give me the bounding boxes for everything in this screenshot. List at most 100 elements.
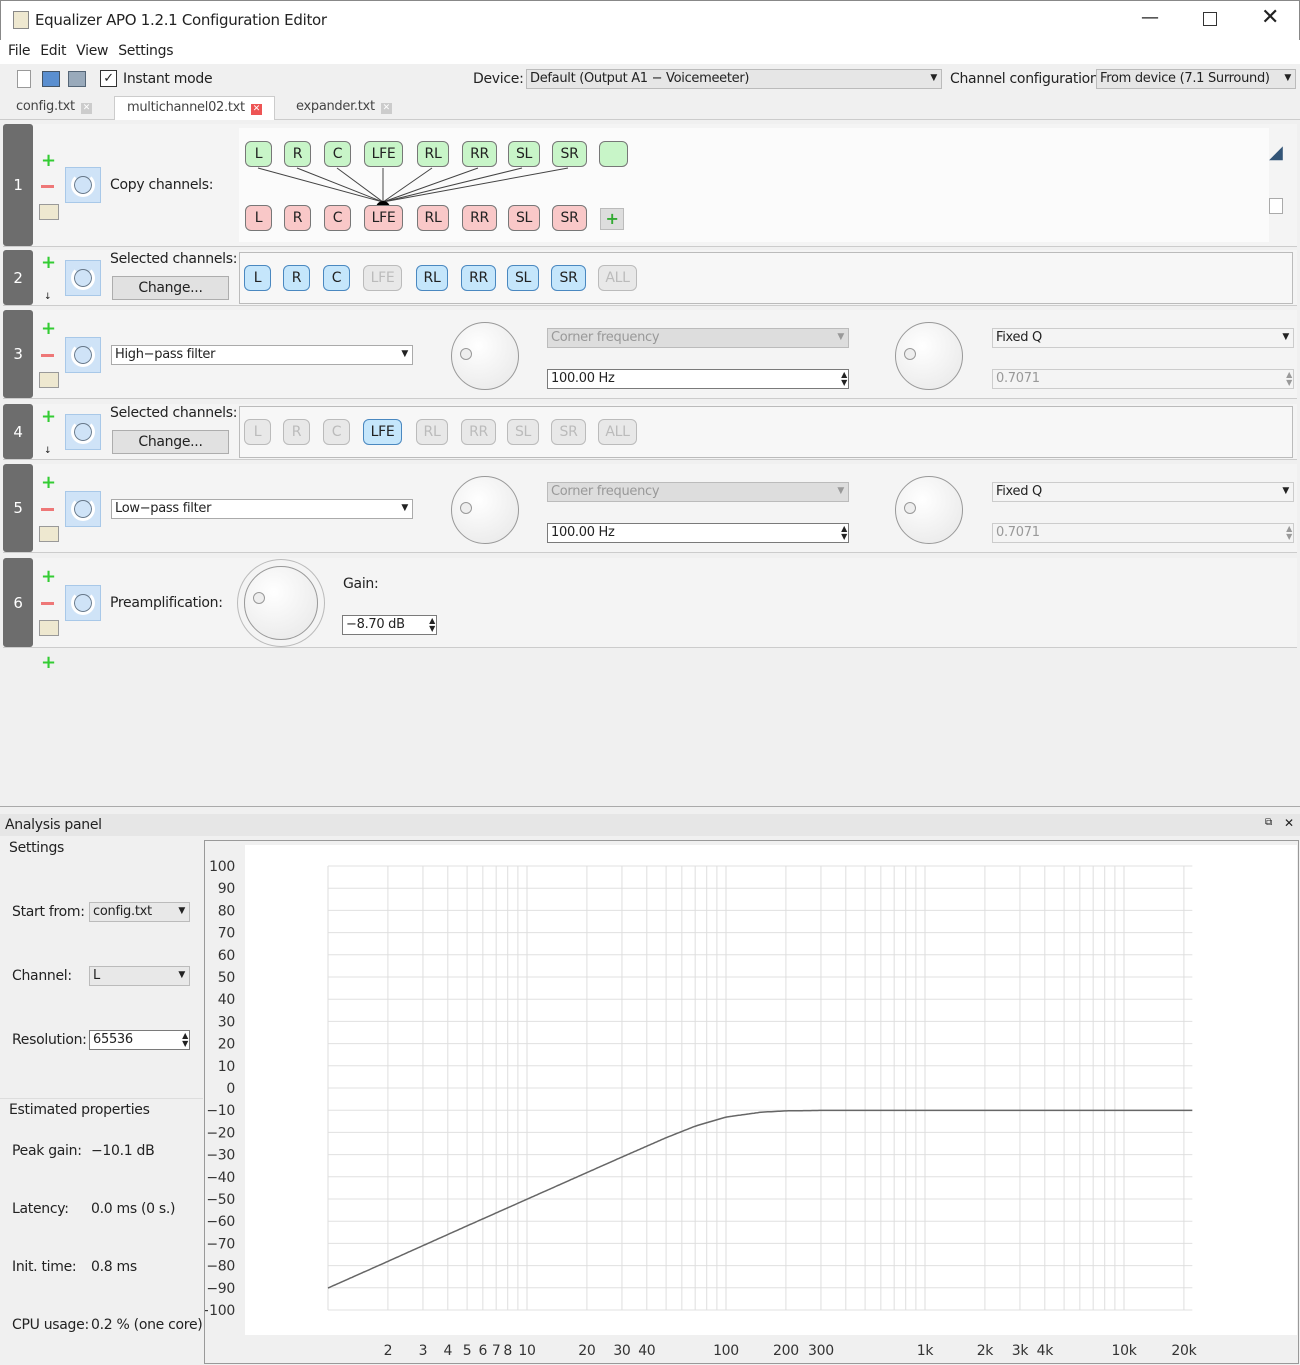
change-channels-button[interactable]: Change... <box>112 430 229 454</box>
menu-file[interactable]: File <box>8 43 31 59</box>
gain-input[interactable]: −8.70 dB ▲ ▼ <box>342 615 437 635</box>
target-channel-L[interactable]: L <box>245 205 272 231</box>
add-target-channel-button[interactable]: + <box>600 208 624 230</box>
spin-arrows-icon[interactable]: ▲ ▼ <box>841 524 847 541</box>
power-toggle[interactable] <box>65 414 101 450</box>
source-channel-R[interactable]: R <box>284 141 311 167</box>
frequency-knob[interactable] <box>451 322 519 390</box>
frequency-mode-dropdown[interactable]: Corner frequency ▼ <box>547 328 849 348</box>
channel-toggle-C[interactable]: C <box>323 265 350 291</box>
close-tab-icon[interactable]: ✕ <box>250 104 262 115</box>
start-from-dropdown[interactable]: config.txt ▼ <box>89 902 190 922</box>
edit-icon[interactable] <box>39 526 59 542</box>
q-mode-dropdown[interactable]: Fixed Q ▼ <box>992 328 1294 348</box>
source-channel-SR[interactable]: SR <box>552 141 587 167</box>
spin-arrows-icon[interactable]: ▲ ▼ <box>841 370 847 387</box>
frequency-input[interactable]: 100.00 Hz ▲ ▼ <box>547 369 849 389</box>
power-toggle[interactable] <box>65 491 101 527</box>
save-file-icon[interactable] <box>68 71 86 87</box>
add-filter-end-icon[interactable]: + <box>41 652 56 673</box>
frequency-input[interactable]: 100.00 Hz ▲ ▼ <box>547 523 849 543</box>
target-channel-SR[interactable]: SR <box>552 205 587 231</box>
channel-dropdown[interactable]: L ▼ <box>89 966 190 986</box>
row-number[interactable]: 1 <box>3 124 33 246</box>
remove-filter-icon[interactable] <box>41 602 54 605</box>
frequency-mode-dropdown[interactable]: Corner frequency ▼ <box>547 482 849 502</box>
menu-settings[interactable]: Settings <box>118 43 174 59</box>
new-file-icon[interactable] <box>17 70 31 88</box>
power-toggle[interactable] <box>65 260 101 296</box>
channel-toggle-RR[interactable]: RR <box>461 419 496 445</box>
row-number[interactable]: 6 <box>3 558 33 647</box>
add-filter-icon[interactable]: + <box>41 472 56 493</box>
menu-edit[interactable]: Edit <box>40 43 67 59</box>
tab-config[interactable]: config.txt ✕ <box>4 96 104 120</box>
maximize-button[interactable] <box>1203 12 1217 26</box>
target-channel-RL[interactable]: RL <box>417 205 449 231</box>
float-icon[interactable]: ⧉ <box>1265 817 1272 828</box>
add-filter-icon[interactable]: + <box>41 318 56 339</box>
channel-toggle-L[interactable]: L <box>244 419 271 445</box>
target-channel-RR[interactable]: RR <box>462 205 497 231</box>
target-channel-C[interactable]: C <box>324 205 351 231</box>
channel-config-dropdown[interactable]: From device (7.1 Surround) ▼ <box>1096 69 1296 89</box>
channel-toggle-L[interactable]: L <box>244 265 271 291</box>
edit-icon[interactable] <box>39 372 59 388</box>
source-channel-LFE[interactable]: LFE <box>364 141 403 167</box>
remove-filter-icon[interactable] <box>41 508 54 511</box>
filter-type-dropdown[interactable]: High−pass filter ▼ <box>111 345 413 365</box>
device-dropdown[interactable]: Default (Output A1 − Voicemeeter) ▼ <box>526 69 942 89</box>
close-button[interactable]: ✕ <box>1261 5 1280 30</box>
channel-toggle-SL[interactable]: SL <box>507 265 539 291</box>
channel-toggle-ALL[interactable]: ALL <box>598 265 637 291</box>
edit-icon[interactable] <box>39 620 59 636</box>
power-toggle[interactable] <box>65 337 101 373</box>
source-channel-RL[interactable]: RL <box>417 141 449 167</box>
filter-type-dropdown[interactable]: Low−pass filter ▼ <box>111 499 413 519</box>
q-knob[interactable] <box>895 322 963 390</box>
spin-arrows-icon[interactable]: ▲ ▼ <box>429 616 435 633</box>
gain-knob[interactable] <box>244 566 318 640</box>
source-channel-L[interactable]: L <box>245 141 272 167</box>
close-panel-icon[interactable]: ✕ <box>1284 816 1294 830</box>
q-input[interactable]: 0.7071 ▲ ▼ <box>992 369 1294 389</box>
source-channel-C[interactable]: C <box>324 141 351 167</box>
spin-arrows-icon[interactable]: ▲ ▼ <box>1286 524 1292 541</box>
close-tab-icon[interactable]: ✕ <box>80 103 92 114</box>
source-channel-RR[interactable]: RR <box>462 141 497 167</box>
power-toggle[interactable] <box>65 167 101 203</box>
q-mode-dropdown[interactable]: Fixed Q ▼ <box>992 482 1294 502</box>
channel-toggle-LFE[interactable]: LFE <box>363 419 402 445</box>
add-filter-icon[interactable]: + <box>41 150 56 171</box>
remove-filter-icon[interactable] <box>41 354 54 357</box>
power-toggle[interactable] <box>65 585 101 621</box>
row-number[interactable]: 4 <box>3 404 33 459</box>
edit-icon[interactable] <box>39 204 59 220</box>
q-knob[interactable] <box>895 476 963 544</box>
target-channel-R[interactable]: R <box>284 205 311 231</box>
close-tab-icon[interactable]: ✕ <box>380 103 392 114</box>
menu-view[interactable]: View <box>76 43 109 59</box>
row-number[interactable]: 3 <box>3 310 33 398</box>
frequency-knob[interactable] <box>451 476 519 544</box>
instant-mode-checkbox[interactable]: ✓ <box>100 70 117 87</box>
expand-icon[interactable]: ↓ <box>44 292 52 302</box>
change-channels-button[interactable]: Change... <box>112 276 229 300</box>
tab-expander[interactable]: expander.txt ✕ <box>284 96 404 120</box>
tab-multichannel02[interactable]: multichannel02.txt ✕ <box>114 96 275 120</box>
list-icon[interactable] <box>1269 198 1283 214</box>
channel-toggle-SR[interactable]: SR <box>551 265 586 291</box>
resolution-input[interactable]: 65536 ▲ ▼ <box>89 1030 190 1050</box>
graph-icon[interactable]: ◢ <box>1269 142 1283 163</box>
channel-toggle-R[interactable]: R <box>283 265 310 291</box>
channel-toggle-RL[interactable]: RL <box>416 265 448 291</box>
open-file-icon[interactable] <box>42 71 60 87</box>
channel-toggle-SL[interactable]: SL <box>507 419 539 445</box>
channel-toggle-SR[interactable]: SR <box>551 419 586 445</box>
channel-toggle-C[interactable]: C <box>323 419 350 445</box>
minimize-button[interactable]: — <box>1141 7 1159 28</box>
add-filter-icon[interactable]: + <box>41 566 56 587</box>
source-channel-SL[interactable]: SL <box>508 141 540 167</box>
row-number[interactable]: 5 <box>3 464 33 552</box>
channel-toggle-ALL[interactable]: ALL <box>598 419 637 445</box>
